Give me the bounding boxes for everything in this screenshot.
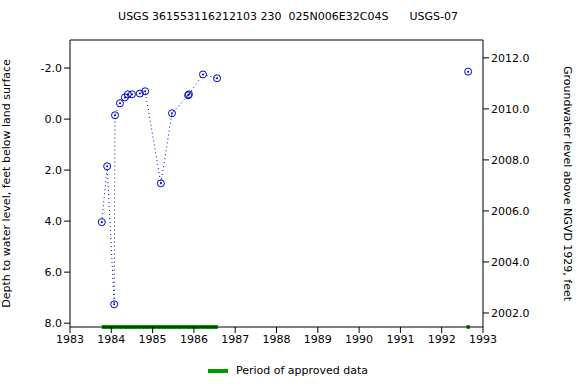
svg-text:2004.0: 2004.0	[491, 256, 530, 269]
svg-text:1989: 1989	[304, 333, 332, 346]
svg-text:2002.0: 2002.0	[491, 307, 530, 320]
svg-text:1983: 1983	[56, 333, 84, 346]
svg-text:0.0: 0.0	[45, 113, 63, 126]
svg-text:1992: 1992	[428, 333, 456, 346]
svg-text:1986: 1986	[180, 333, 208, 346]
svg-text:1988: 1988	[263, 333, 291, 346]
svg-text:2010.0: 2010.0	[491, 103, 530, 116]
html-text:Period of approved data: Period of approved data	[235, 364, 369, 377]
svg-text:1990: 1990	[345, 333, 373, 346]
svg-text:2.0: 2.0	[45, 164, 63, 177]
svg-text:-2.0: -2.0	[41, 62, 62, 75]
svg-text:4.0: 4.0	[45, 215, 63, 228]
svg-text:1985: 1985	[139, 333, 167, 346]
svg-text:6.0: 6.0	[45, 266, 63, 279]
svg-text:Groundwater level above NGVD 1: Groundwater level above NGVD 1929, feet	[561, 66, 568, 302]
svg-text:2008.0: 2008.0	[491, 154, 530, 167]
svg-text:1984: 1984	[97, 333, 125, 346]
svg-text:1991: 1991	[386, 333, 414, 346]
html-text:USGS 361553116212103 230 025N0: USGS 361553116212103 230 025N006E32C04S …	[118, 10, 458, 23]
svg-text:1993: 1993	[469, 333, 497, 346]
svg-text:8.0: 8.0	[45, 317, 63, 330]
svg-text:2006.0: 2006.0	[491, 205, 530, 218]
svg-text:Depth to water level, feet bel: Depth to water level, feet below land su…	[8, 59, 13, 308]
svg-text:2012.0: 2012.0	[491, 52, 530, 65]
svg-text:1987: 1987	[221, 333, 249, 346]
